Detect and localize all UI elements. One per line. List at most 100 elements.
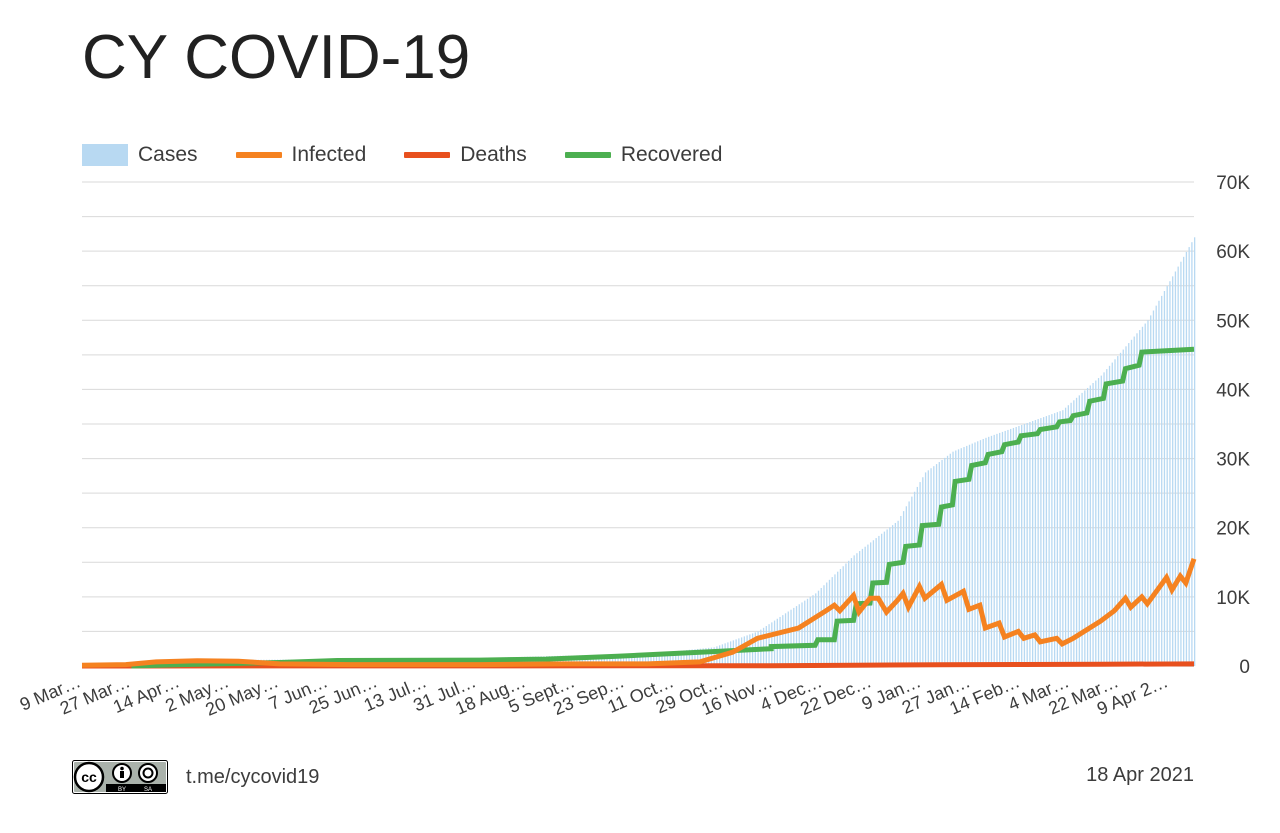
cases-bar (817, 590, 820, 666)
cases-bar (933, 466, 935, 666)
cases-bar (688, 649, 691, 666)
cases-bar (1139, 330, 1141, 666)
cases-bar (1108, 365, 1111, 666)
cases-bar (826, 582, 828, 666)
cases-bar (1111, 362, 1113, 666)
cases-bar (1177, 266, 1179, 666)
cases-bar (842, 566, 844, 666)
cases-bar (1122, 349, 1124, 666)
legend-swatch-deaths (404, 152, 451, 158)
cases-bar (631, 654, 633, 666)
cases-bar (581, 655, 584, 666)
cases-bar (1166, 286, 1168, 666)
svg-text:cc: cc (81, 769, 97, 785)
cases-bar (606, 654, 608, 666)
cases-bar (795, 606, 798, 666)
legend-item-cases: Cases (82, 143, 198, 167)
cases-bar (944, 457, 946, 666)
cases-bar (977, 441, 979, 666)
cases-bar (1144, 323, 1146, 666)
cases-bar (1007, 429, 1009, 666)
cases-bar (1075, 397, 1078, 666)
cases-bar (1081, 392, 1083, 666)
cases-bar (784, 613, 787, 666)
cases-bar (955, 450, 957, 666)
cases-bar (993, 434, 995, 666)
cases-bar (806, 598, 809, 666)
cases-bar (971, 443, 973, 666)
cases-bar (922, 477, 924, 666)
cases-bar (1150, 315, 1152, 666)
cases-bar (622, 654, 625, 666)
cases-bar (647, 653, 649, 666)
legend-swatch-recovered (564, 152, 611, 158)
cases-bar (935, 464, 938, 666)
cases-bar (850, 558, 853, 666)
cases-bar (941, 459, 943, 666)
cases-bar (924, 472, 927, 666)
cases-bar (809, 597, 811, 666)
cases-bar (916, 486, 918, 666)
cases-bar (576, 655, 578, 666)
cases-bar (705, 648, 707, 666)
cases-bar (1040, 418, 1042, 666)
legend-label-deaths: Deaths (460, 143, 527, 166)
cases-bar (1023, 424, 1026, 666)
cases-bar (919, 482, 921, 666)
cases-bar (828, 579, 831, 666)
legend-item-deaths: Deaths (404, 143, 527, 167)
y-tick-label: 0 (1239, 657, 1250, 678)
cases-bar (666, 651, 669, 666)
y-tick-label: 10K (1216, 588, 1250, 609)
cases-bar (963, 447, 965, 666)
cases-bar (1133, 336, 1135, 666)
cases-bar (979, 440, 982, 666)
legend-label-infected: Infected (291, 143, 367, 166)
cases-bar (1034, 420, 1037, 666)
cases-bar (694, 649, 696, 666)
cases-bar (1048, 415, 1050, 666)
legend-item-recovered: Recovered (564, 143, 723, 167)
legend-label-recovered: Recovered (620, 143, 723, 166)
cases-bar (644, 653, 647, 666)
chart-title: CY COVID-19 (82, 23, 471, 92)
cases-bar (584, 655, 586, 666)
cases-bar (697, 648, 699, 666)
channel-link[interactable]: t.me/cycovid19 (186, 766, 320, 788)
cases-bar (595, 654, 597, 666)
cases-bar (683, 650, 685, 666)
cases-bar (1185, 251, 1188, 666)
cases-bar (1062, 410, 1064, 666)
cases-bar (1070, 402, 1072, 666)
legend-item-infected: Infected (235, 143, 367, 167)
cases-bar (949, 453, 951, 666)
cases-bar (1161, 295, 1163, 666)
cases-bar (1045, 416, 1048, 666)
cases-bar (845, 563, 847, 666)
cases-bar (1073, 400, 1075, 666)
cases-bar (905, 506, 908, 666)
y-tick-label: 30K (1216, 450, 1250, 471)
cases-bar (1004, 430, 1006, 666)
cases-bar (691, 649, 693, 666)
cases-bar (957, 449, 960, 666)
cases-bar (628, 654, 630, 666)
cases-bar (1130, 339, 1133, 666)
cases-bar (804, 600, 806, 666)
cases-bar (1021, 424, 1023, 666)
cases-bar (952, 451, 954, 666)
cases-bar (1029, 422, 1031, 666)
cases-bar (672, 651, 674, 666)
cases-bar (946, 455, 949, 666)
cases-bar (1136, 333, 1138, 666)
cases-bar (642, 654, 644, 666)
cases-bar (872, 540, 875, 666)
cases-bar (664, 652, 666, 666)
cases-bar (1086, 387, 1089, 666)
cases-bar (589, 655, 592, 666)
cases-bar (1141, 326, 1144, 666)
cases-bar (1051, 414, 1053, 666)
cases-bar (1147, 320, 1149, 666)
cases-bar (913, 491, 916, 666)
